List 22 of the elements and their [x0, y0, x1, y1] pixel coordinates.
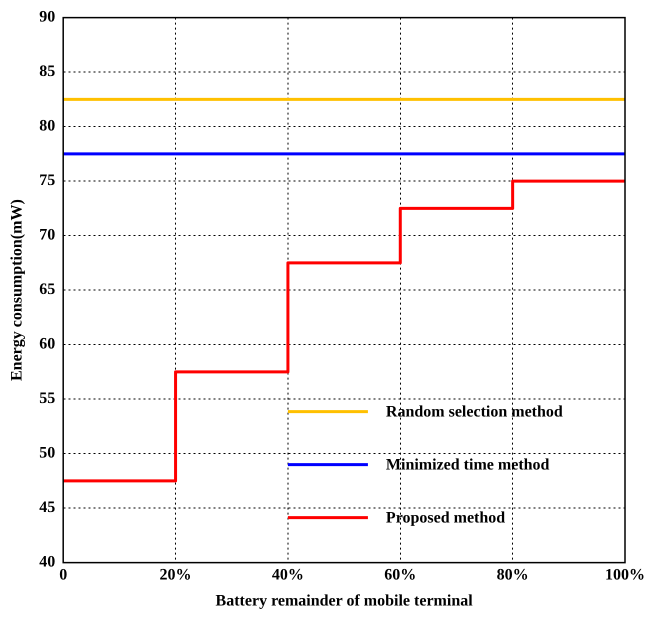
y-tick-label: 55	[39, 390, 56, 408]
y-tick-label: 85	[39, 63, 56, 80]
x-tick-label: 80%	[496, 566, 529, 584]
y-tick-label: 40	[39, 554, 56, 571]
x-tick-label: 0	[59, 566, 68, 584]
y-tick-label: 70	[39, 226, 56, 244]
legend-label: Proposed method	[386, 510, 506, 527]
x-tick-label: 100%	[605, 566, 645, 584]
legend-label: Random selection method	[386, 404, 563, 421]
y-tick-label: 45	[39, 499, 56, 516]
y-tick-label: 60	[39, 336, 56, 353]
x-tick-label: 20%	[160, 566, 192, 584]
y-tick-label: 50	[39, 444, 56, 462]
y-tick-label: 65	[39, 281, 56, 298]
legend-label: Minimized time method	[386, 456, 550, 474]
x-tick-label: 40%	[272, 566, 304, 584]
y-tick-label: 75	[39, 172, 56, 190]
y-tick-label: 80	[39, 118, 56, 135]
x-axis-title: Battery remainder of mobile terminal	[216, 592, 474, 610]
y-tick-label: 90	[39, 8, 56, 26]
x-tick-label: 60%	[384, 566, 416, 584]
y-axis-title: Energy consumption(mW)	[8, 199, 26, 381]
